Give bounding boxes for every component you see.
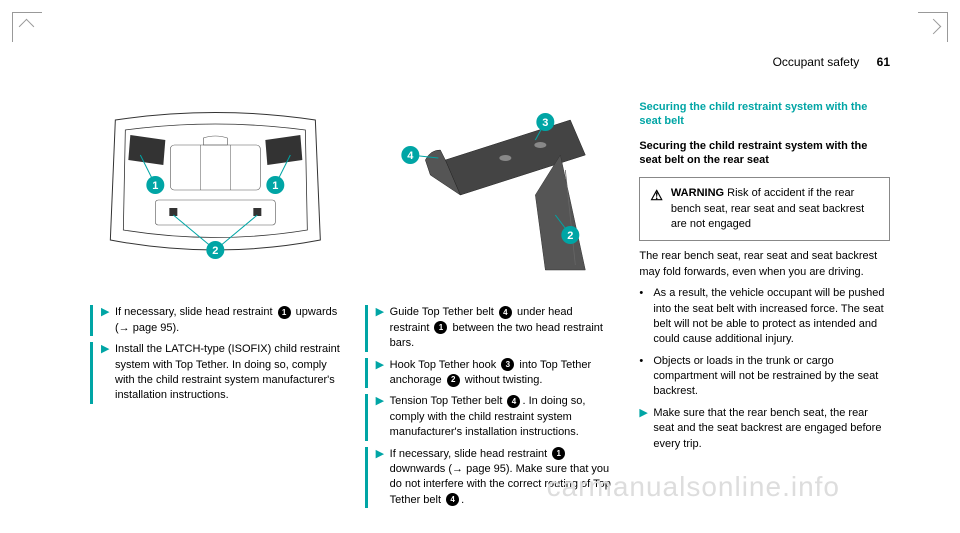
crop-mark-tr (918, 12, 948, 42)
column-3: Securing the child restraint system with… (639, 100, 890, 503)
svg-text:4: 4 (407, 150, 414, 162)
header-title: Occupant safety (773, 55, 860, 69)
final-instruction: ▶ Make sure that the rear bench seat, th… (639, 406, 890, 452)
svg-text:1: 1 (152, 180, 158, 192)
svg-text:3: 3 (542, 117, 548, 129)
callout-number-icon: 1 (278, 306, 291, 319)
instruction-text: Hook Top Tether hook 3 into Top Tether a… (390, 358, 616, 389)
accent-bar (365, 358, 368, 389)
callout-number-icon: 1 (552, 447, 565, 460)
instruction-text: If necessary, slide head restraint 1 upw… (115, 305, 341, 336)
warning-box: ⚠ WARNING Risk of accident if the rear b… (639, 177, 890, 241)
page-number: 61 (877, 55, 890, 69)
consequence-list: •As a result, the vehicle occupant will … (639, 286, 890, 400)
instruction-item: ▶Tension Top Tether belt 4. In doing so,… (365, 394, 616, 440)
figure-tether: 3 4 2 (365, 100, 616, 280)
warning-content: WARNING Risk of accident if the rear ben… (671, 186, 879, 232)
list-item: •Objects or loads in the trunk or cargo … (639, 354, 890, 400)
instruction-text: Tension Top Tether belt 4. In doing so, … (390, 394, 616, 440)
accent-bar (90, 342, 93, 404)
svg-text:1: 1 (272, 180, 278, 192)
section-title: Securing the child restraint system with… (639, 100, 890, 129)
watermark: carmanualsonline.info (547, 471, 840, 503)
list-item-text: Objects or loads in the trunk or cargo c… (653, 354, 890, 400)
bullet-icon: • (639, 354, 653, 400)
callout-number-icon: 4 (507, 395, 520, 408)
svg-text:2: 2 (567, 230, 573, 242)
arrow-icon: ▶ (101, 305, 115, 336)
svg-text:2: 2 (212, 245, 218, 257)
list-item: •As a result, the vehicle occupant will … (639, 286, 890, 348)
warning-label: WARNING (671, 187, 724, 199)
accent-bar (90, 305, 93, 336)
callout-number-icon: 4 (499, 306, 512, 319)
arrow-icon: ▶ (376, 447, 390, 509)
callout-number-icon: 2 (447, 374, 460, 387)
instruction-text: Install the LATCH-type (ISOFIX) child re… (115, 342, 341, 404)
arrow-icon: ▶ (101, 342, 115, 404)
instruction-item: ▶Guide Top Tether belt 4 under head rest… (365, 305, 616, 351)
column-1: 1 1 2 ▶If necessary, slide head restrain… (90, 100, 341, 503)
arrow-icon: ▶ (639, 406, 653, 452)
accent-bar (365, 394, 368, 440)
figure-trunk: 1 1 2 (90, 100, 341, 280)
page-header: Occupant safety 61 (773, 55, 890, 69)
paragraph: The rear bench seat, rear seat and seat … (639, 249, 890, 280)
accent-bar (365, 447, 368, 509)
list-item-text: As a result, the vehicle occupant will b… (653, 286, 890, 348)
subsection-title: Securing the child restraint system with… (639, 139, 890, 168)
bullet-icon: • (639, 286, 653, 348)
final-instruction-text: Make sure that the rear bench seat, the … (653, 406, 890, 452)
arrow-icon: ▶ (376, 358, 390, 389)
instruction-item: ▶Hook Top Tether hook 3 into Top Tether … (365, 358, 616, 389)
accent-bar (365, 305, 368, 351)
callout-number-icon: 3 (501, 358, 514, 371)
callout-number-icon: 4 (446, 493, 459, 506)
column-2: 3 4 2 ▶Guide Top Tether belt 4 under hea… (365, 100, 616, 503)
arrow-icon: ▶ (376, 394, 390, 440)
callout-number-icon: 1 (434, 321, 447, 334)
crop-mark-tl (12, 12, 42, 42)
warning-icon: ⚠ (650, 186, 663, 232)
instruction-item: ▶Install the LATCH-type (ISOFIX) child r… (90, 342, 341, 404)
content-area: 1 1 2 ▶If necessary, slide head restrain… (90, 100, 890, 503)
instruction-item: ▶If necessary, slide head restraint 1 up… (90, 305, 341, 336)
instruction-text: Guide Top Tether belt 4 under head restr… (390, 305, 616, 351)
arrow-icon: ▶ (376, 305, 390, 351)
